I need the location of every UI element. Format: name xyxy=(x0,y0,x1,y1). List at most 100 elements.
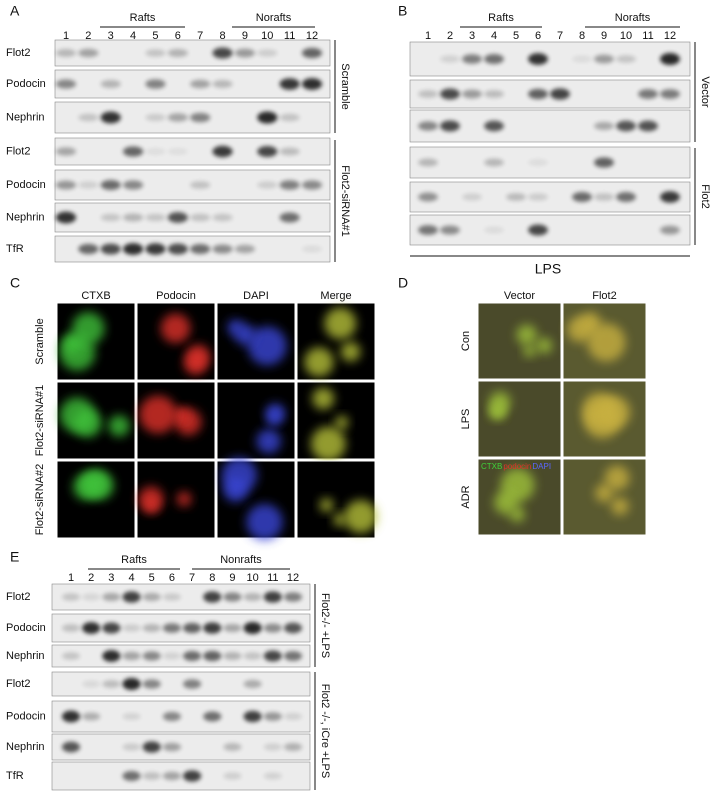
blot-band xyxy=(528,159,548,166)
blot-band xyxy=(506,193,526,201)
column-label: CTXB xyxy=(81,290,110,302)
blot-band xyxy=(223,772,242,780)
blot-band xyxy=(462,54,482,64)
blot-band xyxy=(484,158,504,167)
lane-number: 8 xyxy=(579,30,585,42)
lane-number: 11 xyxy=(642,30,653,42)
cell xyxy=(234,323,256,345)
cell xyxy=(174,407,189,423)
blot-band xyxy=(616,192,636,202)
cell xyxy=(324,307,357,340)
blot-band xyxy=(61,710,81,723)
blot-band xyxy=(462,89,482,99)
blot-band xyxy=(301,78,323,90)
lane-number: 9 xyxy=(229,572,235,584)
blot-band xyxy=(55,147,77,156)
cell xyxy=(340,341,361,362)
blot-band xyxy=(418,90,438,98)
blot-band xyxy=(550,88,570,100)
blot-band xyxy=(122,624,141,632)
cell xyxy=(595,483,614,503)
blot-band xyxy=(594,193,614,201)
blot-band xyxy=(145,243,166,255)
stain-legend: podocin xyxy=(503,462,531,471)
lane-number: 12 xyxy=(664,30,676,42)
blot-band xyxy=(223,743,242,751)
cell xyxy=(304,347,334,377)
lane-number: 12 xyxy=(306,30,318,42)
blot-strip xyxy=(54,39,331,67)
condition-label: Flot2 xyxy=(699,184,710,208)
blot-band xyxy=(142,651,161,661)
blot-band xyxy=(142,772,161,780)
blot-band xyxy=(283,592,303,602)
blot-band xyxy=(440,55,460,63)
row-label: Nephrin xyxy=(6,650,45,662)
lane-number: 10 xyxy=(247,572,259,584)
blot-band xyxy=(123,213,144,222)
blot-band xyxy=(78,48,99,58)
column-label: Vector xyxy=(504,290,536,302)
blot-band xyxy=(122,678,141,690)
micrograph xyxy=(216,381,296,460)
micrograph xyxy=(56,460,136,539)
blot-band xyxy=(263,650,282,662)
blot-band xyxy=(167,243,188,255)
blot-band xyxy=(283,742,303,752)
blot-band xyxy=(279,113,300,122)
cell xyxy=(604,465,630,491)
row-label: Podocin xyxy=(6,78,46,90)
cell xyxy=(265,403,285,423)
condition-label: Flot2-/- +LPS xyxy=(319,593,331,658)
blot-band xyxy=(78,113,99,122)
blot-band xyxy=(616,55,636,63)
row-label: LPS xyxy=(460,409,472,430)
lane-number: 8 xyxy=(209,572,215,584)
blot-band xyxy=(212,80,233,88)
lane-number: 2 xyxy=(85,30,91,42)
cell xyxy=(108,415,130,437)
blot-band xyxy=(257,111,278,124)
cell xyxy=(186,344,211,369)
row-label: Flot2-siRNA#2 xyxy=(34,464,46,536)
blot-band xyxy=(145,79,166,89)
stain-legend: CTXB xyxy=(481,462,502,471)
blot-band xyxy=(283,712,303,721)
blot-band xyxy=(61,741,81,753)
column-label: Flot2 xyxy=(592,290,616,302)
blot-strip xyxy=(51,644,311,668)
blot-band xyxy=(122,712,141,721)
cell xyxy=(139,395,177,434)
panel-label: B xyxy=(398,3,407,19)
blot-band xyxy=(594,157,614,168)
blot-band xyxy=(660,89,680,99)
lane-number: 7 xyxy=(557,30,563,42)
row-label: Nephrin xyxy=(6,111,45,123)
blot-band xyxy=(55,211,77,224)
row-label: Scramble xyxy=(34,318,46,364)
blot-band xyxy=(78,181,99,189)
cell xyxy=(567,316,594,343)
row-label: Podocin xyxy=(6,710,46,722)
blot-band xyxy=(183,679,202,689)
group-label: Rafts xyxy=(488,12,514,24)
blot-band xyxy=(122,591,141,603)
micrograph xyxy=(477,380,562,458)
blot-band xyxy=(145,113,166,122)
blot-band xyxy=(55,49,77,57)
blot-band xyxy=(142,592,161,602)
blot-band xyxy=(263,591,282,603)
blot-band xyxy=(212,145,233,158)
lane-number: 3 xyxy=(108,30,114,42)
cell xyxy=(160,313,191,344)
lane-number: 7 xyxy=(189,572,195,584)
blot-band xyxy=(100,243,121,255)
blot-band xyxy=(82,680,101,688)
blot-band xyxy=(528,53,548,65)
cell xyxy=(494,490,519,515)
group-label: Norafts xyxy=(615,12,651,24)
blot-band xyxy=(203,622,222,634)
blot-band xyxy=(167,113,188,122)
blot-band xyxy=(223,623,242,633)
row-label: Nephrin xyxy=(6,741,45,753)
